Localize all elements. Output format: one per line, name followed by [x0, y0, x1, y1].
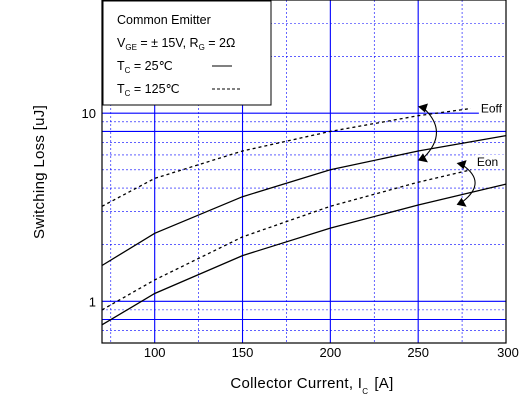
curve-eon-125c	[101, 169, 472, 311]
tick-labels: 100 150 200 250 300 1 10	[82, 106, 519, 360]
arrowhead-eon-top	[456, 160, 467, 170]
x-tick-label: 200	[319, 345, 341, 360]
legend-condition-vge-rg: VGE = ± 15V, RG = 2Ω	[117, 36, 235, 52]
x-tick-label: 250	[407, 345, 429, 360]
y-tick-label: 10	[82, 106, 96, 121]
curve-label-eon: Eon	[477, 155, 498, 169]
y-tick-label: 1	[89, 294, 96, 309]
legend: Common Emitter VGE = ± 15V, RG = 2Ω TC =…	[102, 0, 272, 106]
curve-eoff-25c	[101, 134, 507, 267]
x-tick-label: 100	[144, 345, 166, 360]
annotation-layer: Eoff Eon	[417, 101, 509, 207]
y-axis-label: Switching Loss [uJ]	[31, 105, 48, 239]
legend-title: Common Emitter	[117, 13, 211, 27]
legend-tc-25: TC = 25℃	[117, 59, 173, 75]
legend-box	[102, 0, 272, 106]
x-tick-label: 150	[232, 345, 254, 360]
arrowhead-eoff-top	[417, 103, 428, 113]
curve-label-bg	[474, 154, 505, 169]
plot-frame	[101, 0, 507, 344]
curve-label-bg	[478, 101, 509, 116]
arrowhead-eon-bottom	[456, 197, 467, 207]
grid-lines	[102, 0, 506, 344]
arrowhead-eoff-bottom	[417, 153, 428, 163]
legend-tc-125: TC = 125℃	[117, 82, 180, 98]
curve-eon-25c	[101, 183, 507, 326]
arrow-eon	[462, 164, 476, 203]
arrow-eoff	[423, 108, 438, 158]
curve-layer	[101, 107, 507, 326]
x-axis-label: Collector Current, IC [A]	[230, 375, 393, 396]
curve-label-eoff: Eoff	[481, 101, 503, 115]
curve-eoff-125c	[101, 107, 471, 207]
x-tick-label: 300	[497, 345, 519, 360]
